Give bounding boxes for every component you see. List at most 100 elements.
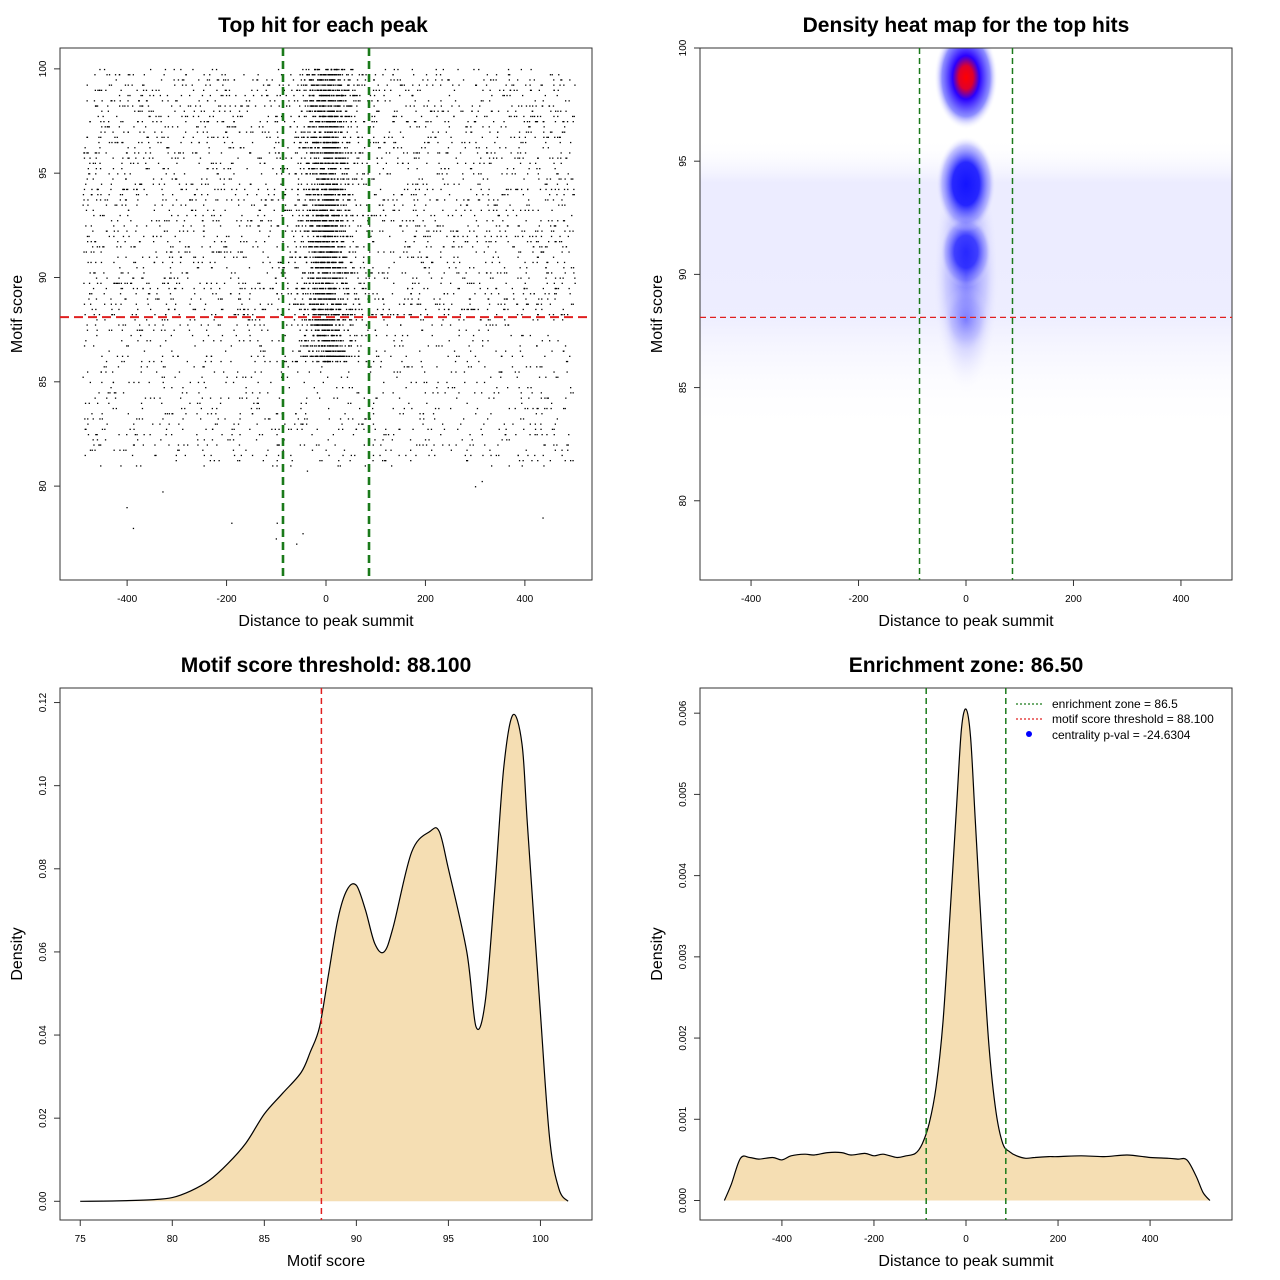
scatter-point bbox=[204, 303, 207, 305]
scatter-point bbox=[322, 319, 324, 321]
scatter-point bbox=[487, 298, 489, 300]
scatter-point bbox=[527, 131, 530, 133]
scatter-point bbox=[318, 444, 320, 446]
scatter-point bbox=[209, 397, 212, 399]
scatter-point bbox=[237, 308, 239, 311]
scatter-point bbox=[529, 162, 531, 164]
scatter-point bbox=[253, 204, 255, 206]
scatter-point bbox=[556, 94, 558, 97]
scatter-point bbox=[529, 79, 531, 81]
scatter-point bbox=[336, 387, 338, 389]
scatter-point bbox=[455, 209, 457, 211]
scatter-point bbox=[354, 272, 356, 274]
scatter-point bbox=[473, 121, 476, 123]
scatter-point bbox=[407, 287, 409, 290]
scatter-point bbox=[496, 209, 498, 211]
scatter-point bbox=[566, 360, 569, 363]
scatter-point bbox=[236, 324, 238, 326]
scatter-point bbox=[327, 334, 329, 337]
scatter-point bbox=[317, 141, 319, 144]
scatter-point bbox=[264, 199, 267, 201]
scatter-point bbox=[388, 131, 391, 133]
scatter-point bbox=[352, 89, 354, 91]
scatter-point bbox=[373, 94, 376, 97]
scatter-point bbox=[356, 79, 359, 81]
scatter-point bbox=[112, 131, 114, 133]
scatter-point bbox=[488, 199, 490, 201]
scatter-point bbox=[100, 136, 102, 138]
scatter-point bbox=[99, 214, 101, 217]
scatter-point bbox=[354, 89, 356, 91]
scatter-point bbox=[433, 444, 435, 446]
scatter-point bbox=[318, 136, 321, 138]
scatter-point bbox=[203, 366, 205, 368]
scatter-point bbox=[351, 355, 353, 357]
scatter-point bbox=[307, 136, 309, 138]
scatter-point bbox=[345, 89, 347, 91]
scatter-point bbox=[418, 303, 420, 305]
scatter-point bbox=[164, 68, 167, 71]
scatter-point bbox=[105, 287, 107, 290]
scatter-point bbox=[235, 188, 238, 191]
scatter-point bbox=[322, 360, 324, 363]
scatter-point bbox=[298, 199, 300, 201]
scatter-point bbox=[543, 126, 545, 128]
scatter-point bbox=[440, 84, 442, 86]
scatter-point bbox=[356, 392, 358, 394]
scatter-point bbox=[177, 277, 179, 279]
scatter-point bbox=[231, 188, 233, 191]
scatter-point bbox=[319, 334, 321, 337]
scatter-point bbox=[97, 115, 99, 118]
scatter-point bbox=[348, 89, 350, 91]
scatter-point bbox=[261, 308, 263, 311]
scatter-point bbox=[328, 199, 331, 201]
scatter-point bbox=[286, 105, 288, 107]
scatter-point bbox=[196, 413, 198, 415]
scatter-point bbox=[297, 183, 300, 185]
scatter-point bbox=[246, 110, 248, 112]
scatter-point bbox=[361, 314, 364, 316]
scatter-point bbox=[352, 241, 354, 243]
scatter-point bbox=[340, 183, 342, 185]
scatter-point bbox=[561, 199, 563, 201]
scatter-point bbox=[230, 360, 232, 363]
scatter-point bbox=[487, 246, 489, 248]
scatter-point bbox=[239, 308, 241, 311]
scatter-point bbox=[92, 439, 94, 441]
scatter-point bbox=[568, 100, 570, 102]
scatter-point bbox=[308, 246, 310, 248]
scatter-point bbox=[322, 152, 324, 154]
scatter-point bbox=[304, 340, 306, 342]
scatter-point bbox=[335, 350, 337, 352]
scatter-point bbox=[305, 340, 307, 342]
scatter-point bbox=[412, 220, 414, 222]
scatter-point bbox=[103, 272, 105, 274]
scatter-point bbox=[282, 241, 284, 243]
scatter-point bbox=[415, 230, 418, 232]
scatter-point bbox=[546, 178, 548, 180]
scatter-point bbox=[500, 126, 502, 128]
scatter-point bbox=[571, 214, 573, 217]
scatter-point bbox=[349, 319, 351, 321]
scatter-point bbox=[495, 225, 498, 227]
scatter-point bbox=[289, 256, 291, 258]
scatter-point bbox=[141, 418, 144, 420]
scatter-point bbox=[327, 121, 329, 123]
scatter-point bbox=[563, 314, 565, 316]
scatter-point bbox=[340, 209, 342, 211]
scatter-point bbox=[89, 162, 91, 164]
scatter-point bbox=[306, 256, 308, 258]
scatter-point bbox=[387, 434, 390, 436]
scatter-point bbox=[481, 392, 483, 394]
scatter-point bbox=[437, 199, 439, 201]
scatter-point bbox=[379, 454, 381, 457]
scatter-point bbox=[163, 168, 165, 170]
scatter-point bbox=[437, 110, 439, 112]
scatter-point bbox=[432, 188, 434, 191]
scatter-point bbox=[419, 89, 421, 91]
scatter-point bbox=[296, 136, 298, 138]
scatter-point bbox=[427, 235, 429, 238]
scatter-point bbox=[331, 225, 333, 227]
scatter-point bbox=[303, 230, 305, 232]
scatter-point bbox=[286, 209, 289, 211]
